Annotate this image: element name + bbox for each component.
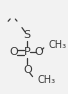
Text: P: P xyxy=(24,47,31,57)
Text: O: O xyxy=(9,47,18,57)
Text: CH₃: CH₃ xyxy=(49,40,67,50)
Text: O: O xyxy=(35,47,44,57)
Text: CH₃: CH₃ xyxy=(37,75,55,85)
Text: O: O xyxy=(23,65,32,75)
Text: S: S xyxy=(24,30,31,40)
